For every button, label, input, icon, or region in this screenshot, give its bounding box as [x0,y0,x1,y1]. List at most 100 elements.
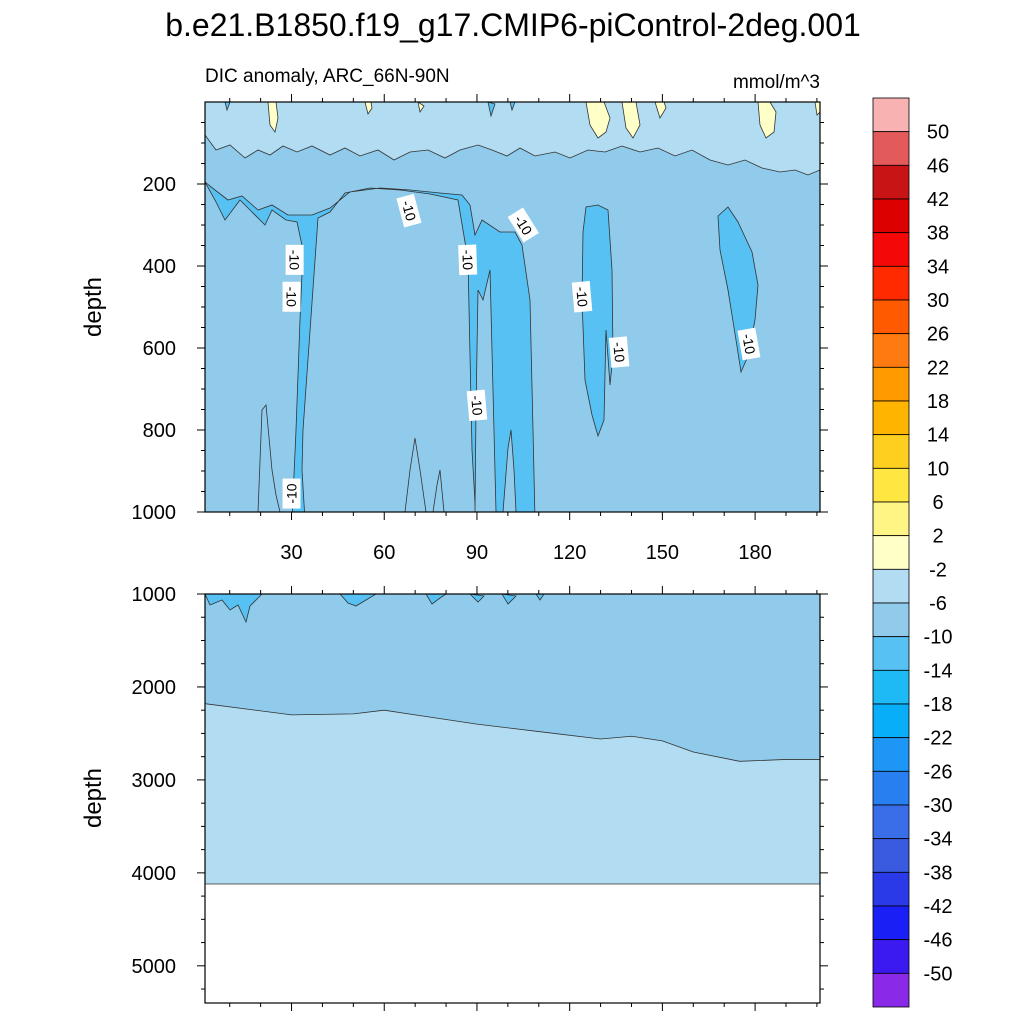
bottom-plot-frame [204,593,821,1004]
contour-label-box [458,244,478,276]
colorbar-label: 26 [927,324,949,346]
colorbar-label: 18 [927,391,949,413]
colorbar-swatch [872,333,910,368]
colorbar-swatch [872,939,910,974]
y-tick-label: 1000 [132,502,177,524]
colorbar-swatch [872,871,910,907]
colorbar-swatch [872,905,910,941]
colorbar-label: 10 [927,458,949,480]
bottom-axes: 1000 2000 3000 4000 5000 [132,584,828,1011]
contour-label-box [737,327,761,361]
contour-label-text: -10 [284,287,300,307]
contour-label-box [608,336,630,368]
colorbar-label: 50 [927,122,949,144]
top-spike [432,469,445,512]
colorbar-swatch [872,131,910,166]
bottom-top-patch [535,594,545,601]
colorbar-swatch [872,568,910,604]
contour-label: -10 [571,281,593,313]
colorbar-label: -50 [924,963,953,985]
bottom-top-patch [501,594,517,605]
colorbar-label: 34 [927,256,949,278]
contour-label-box [571,281,593,313]
top-region-mid [581,204,614,438]
colorbar-label: 2 [932,526,943,548]
colorbar-swatch [872,299,910,335]
contour-label: -10 [458,244,478,276]
top-panel: 30 60 90 120 150 180 200 400 600 800 1000 -10 -10 -1… [80,94,828,564]
bottom-top-patch [205,594,263,624]
top-spike [257,403,281,512]
colorbar-swatch [872,265,910,301]
y-tick-label: 3000 [132,770,177,792]
y-tick-label: 5000 [132,956,177,978]
colorbar-swatch [872,164,910,200]
colorbar-swatch [872,366,910,402]
contour-label-text: -10 [573,286,591,308]
x-tick-label: 30 [280,542,302,564]
bottom-top-patch [339,594,377,607]
y-tick-label: 1000 [132,584,177,606]
chart-subtitle-left: DIC anomaly, ARC_66N-90N [205,66,450,87]
colorbar-label: -26 [924,761,953,783]
colorbar-swatch [872,467,910,503]
top-surface-band [205,102,820,176]
colorbar-swatch [872,501,910,537]
y-tick-label: 4000 [132,863,177,885]
contour-label: -10 [282,281,301,312]
colorbar-label: -34 [924,829,953,851]
colorbar-swatch [872,770,910,806]
colorbar-label: -30 [924,795,953,817]
colorbar-label: -46 [924,930,953,952]
surface-patch [267,102,279,133]
colorbar-label: -2 [929,559,947,581]
contour-label-text: -10 [610,341,628,363]
colorbar-label: 14 [927,425,949,447]
y-tick-label: 400 [143,256,176,278]
colorbar-label: -22 [924,728,953,750]
contour-label-box [466,389,488,422]
x-tick-label: 90 [466,542,488,564]
surface-patch [654,102,667,119]
colorbar-swatch [872,703,910,739]
colorbar-label: 38 [927,223,949,245]
contour-label-text: -10 [739,333,758,356]
surface-patch [814,102,820,116]
top-y-axis-label: depth [80,277,107,337]
surface-patch [417,102,425,114]
colorbar-swatch [872,636,910,671]
colorbar-label: -18 [924,694,953,716]
contour-label-text: -10 [287,250,303,270]
contour-label: -10 [282,478,301,509]
y-tick-label: 600 [143,338,176,360]
top-contour-labels: -10-10-10-10-10-10-10-10-10 -10 [282,193,761,509]
x-tick-label: 150 [646,542,679,564]
colorbar-label: 6 [932,492,943,514]
bottom-panel: 1000 2000 3000 4000 5000 depth [80,584,828,1011]
colorbar-swatch [872,434,910,469]
colorbar-swatch [872,400,910,436]
y-tick-label: 2000 [132,677,177,699]
y-tick-label: 800 [143,420,176,442]
surface-patch [585,102,611,139]
colorbar-swatch [872,198,910,234]
contour-label-box [396,193,422,228]
colorbar-label: 42 [927,189,949,211]
colorbar-swatch [872,669,910,705]
contour-label: -10 [396,193,422,228]
y-tick-label: 200 [143,174,176,196]
bottom-mid-band [205,594,820,762]
contour-label-box [507,207,539,243]
colorbar-label: -42 [924,896,953,918]
surface-patch [621,102,641,139]
contour-label: -10 [466,389,488,422]
contour-label-text: -10 [284,483,300,503]
surface-patch [364,102,373,115]
top-region-left [205,181,536,512]
contour-label-text: -10 [459,249,476,270]
bottom-top-patch [469,594,485,603]
surface-patch [757,102,777,139]
contour-label-text: -10 [468,395,486,417]
x-tick-label: 120 [553,542,586,564]
